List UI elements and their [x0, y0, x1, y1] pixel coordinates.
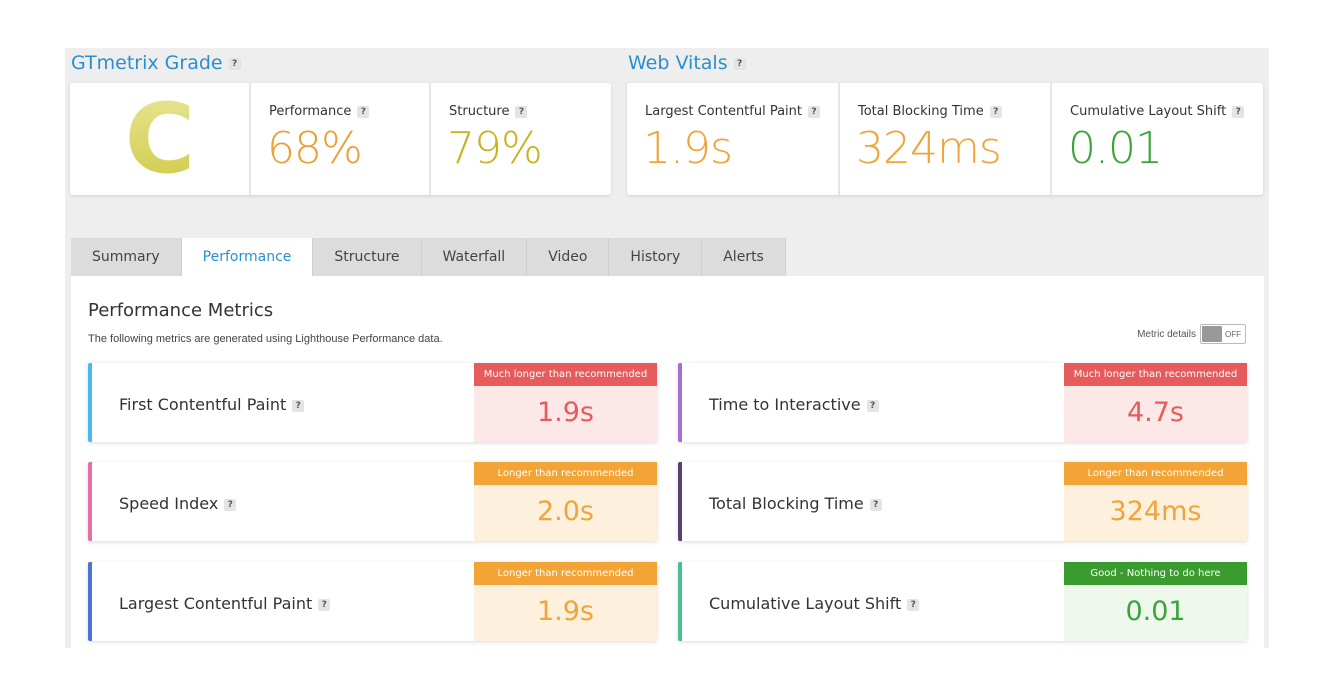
help-icon[interactable]: ? [808, 105, 821, 118]
help-icon[interactable]: ? [224, 498, 237, 511]
report-tabs: Summary Performance Structure Waterfall … [71, 238, 786, 276]
metric-card: Largest Contentful Paint? Longer than rec… [88, 562, 657, 641]
metric-card: First Contentful Paint? Much longer than … [88, 363, 657, 442]
structure-cell: Structure? 79% [430, 83, 611, 195]
metric-name: Total Blocking Time [709, 494, 864, 513]
gtmetrix-grade-heading: GTmetrix Grade? [71, 52, 241, 74]
help-icon[interactable]: ? [318, 598, 331, 611]
toggle-state: OFF [1225, 329, 1241, 339]
metric-name: Cumulative Layout Shift [709, 594, 902, 613]
tbt-value: 324ms [856, 123, 1002, 174]
tab-waterfall[interactable]: Waterfall [421, 238, 528, 276]
metric-name: First Contentful Paint [119, 395, 287, 414]
lcp-value: 1.9s [643, 123, 733, 174]
tab-performance[interactable]: Performance [181, 238, 314, 276]
metric-value: 0.01 [1125, 596, 1186, 627]
help-icon[interactable]: ? [869, 498, 882, 511]
metric-label: First Contentful Paint? [119, 395, 305, 414]
lcp-label: Largest Contentful Paint? [645, 104, 821, 119]
metric-accent-bar [678, 462, 682, 541]
metric-label: Time to Interactive? [709, 395, 879, 414]
metric-result: Much longer than recommended 1.9s [474, 363, 657, 442]
metric-label: Speed Index? [119, 494, 237, 513]
metric-result: Good - Nothing to do here 0.01 [1064, 562, 1247, 641]
metric-details-label: Metric details [1137, 328, 1196, 340]
grade-cell: C [70, 83, 250, 195]
metric-card: Cumulative Layout Shift? Good - Nothing t… [678, 562, 1247, 641]
performance-value: 68% [267, 123, 363, 174]
metric-name: Largest Contentful Paint [119, 594, 313, 613]
help-icon[interactable]: ? [228, 57, 241, 70]
help-icon[interactable]: ? [733, 57, 746, 70]
metric-value: 324ms [1109, 496, 1202, 527]
metric-accent-bar [88, 462, 92, 541]
metric-label: Largest Contentful Paint? [119, 594, 331, 613]
metric-status-badge: Longer than recommended [1064, 462, 1247, 485]
metric-name: Time to Interactive [709, 395, 861, 414]
performance-panel: Performance Metrics The following metric… [71, 276, 1264, 656]
panel-title: Performance Metrics [88, 300, 274, 321]
tab-history[interactable]: History [609, 238, 703, 276]
metric-value: 4.7s [1126, 397, 1184, 428]
metric-status-badge: Longer than recommended [474, 562, 657, 585]
web-vitals-heading: Web Vitals? [628, 52, 746, 74]
tbt-cell: Total Blocking Time? 324ms [839, 83, 1051, 195]
metric-card: Speed Index? Longer than recommended 2.0s [88, 462, 657, 541]
cls-label: Cumulative Layout Shift? [1070, 104, 1245, 119]
help-icon[interactable]: ? [357, 105, 370, 118]
lcp-cell: Largest Contentful Paint? 1.9s [627, 83, 839, 195]
metric-value: 1.9s [536, 596, 594, 627]
metric-name: Speed Index [119, 494, 219, 513]
tab-video[interactable]: Video [527, 238, 610, 276]
gtmetrix-grade-title: GTmetrix Grade [71, 52, 223, 74]
metric-label: Total Blocking Time? [709, 494, 882, 513]
metric-details-toggle[interactable]: OFF [1200, 324, 1246, 344]
metric-result: Longer than recommended 324ms [1064, 462, 1247, 541]
metric-status-badge: Good - Nothing to do here [1064, 562, 1247, 585]
metric-card: Time to Interactive? Much longer than rec… [678, 363, 1247, 442]
metric-result: Much longer than recommended 4.7s [1064, 363, 1247, 442]
web-vitals-title: Web Vitals [628, 52, 728, 74]
metric-details-control: Metric details OFF [1137, 324, 1246, 344]
performance-cell: Performance? 68% [250, 83, 430, 195]
structure-value: 79% [447, 123, 543, 174]
help-icon[interactable]: ? [515, 105, 528, 118]
metric-accent-bar [88, 562, 92, 641]
metric-label: Cumulative Layout Shift? [709, 594, 920, 613]
metric-status-badge: Much longer than recommended [1064, 363, 1247, 386]
web-vitals-card: Largest Contentful Paint? 1.9s Total Blo… [627, 83, 1263, 195]
metric-status-badge: Much longer than recommended [474, 363, 657, 386]
cls-cell: Cumulative Layout Shift? 0.01 [1051, 83, 1263, 195]
tbt-label: Total Blocking Time? [858, 104, 1002, 119]
tab-structure[interactable]: Structure [313, 238, 422, 276]
grade-card: C Performance? 68% Structure? 79% [70, 83, 611, 195]
toggle-knob [1202, 326, 1222, 342]
performance-label: Performance? [269, 104, 370, 119]
structure-label: Structure? [449, 104, 528, 119]
metric-result: Longer than recommended 1.9s [474, 562, 657, 641]
metric-accent-bar [678, 363, 682, 442]
help-icon[interactable]: ? [907, 598, 920, 611]
panel-subtitle: The following metrics are generated usin… [88, 333, 443, 345]
tab-alerts[interactable]: Alerts [702, 238, 786, 276]
cls-value: 0.01 [1068, 123, 1163, 174]
metric-card: Total Blocking Time? Longer than recommen… [678, 462, 1247, 541]
grade-letter: C [70, 83, 250, 195]
metric-accent-bar [678, 562, 682, 641]
metric-status-badge: Longer than recommended [474, 462, 657, 485]
help-icon[interactable]: ? [989, 105, 1002, 118]
help-icon[interactable]: ? [866, 399, 879, 412]
metric-accent-bar [88, 363, 92, 442]
metric-value: 1.9s [536, 397, 594, 428]
help-icon[interactable]: ? [1232, 105, 1245, 118]
metric-result: Longer than recommended 2.0s [474, 462, 657, 541]
help-icon[interactable]: ? [292, 399, 305, 412]
metric-value: 2.0s [536, 496, 594, 527]
tab-summary[interactable]: Summary [71, 238, 182, 276]
